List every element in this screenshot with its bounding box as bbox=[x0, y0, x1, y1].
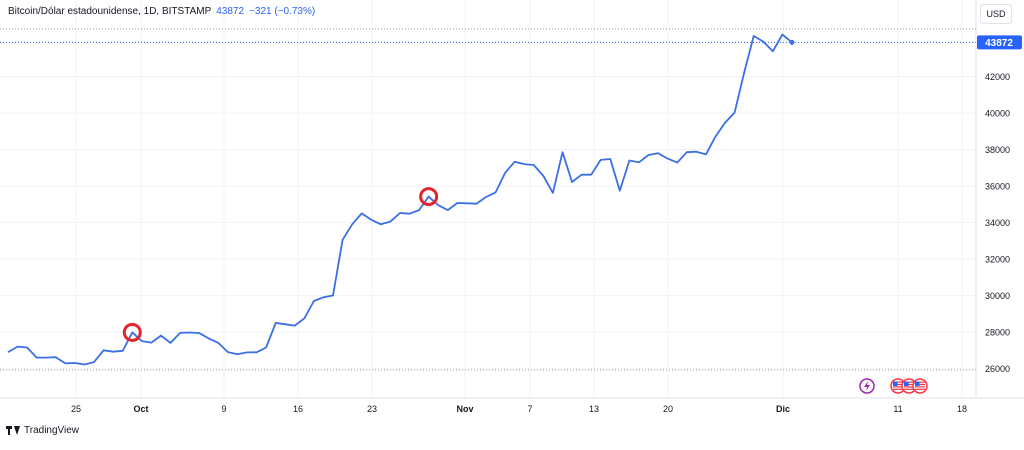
price-line bbox=[8, 35, 792, 365]
flag-stripe bbox=[915, 389, 925, 390]
flag-stripe bbox=[915, 386, 925, 387]
events-layer[interactable] bbox=[860, 379, 927, 393]
tradingview-branding[interactable]: TradingView bbox=[6, 425, 79, 436]
price-change: −321 (−0.73%) bbox=[249, 6, 315, 17]
y-tick-labels: 26000 28000 30000 32000 34000 36000 38000 40000… bbox=[985, 72, 1010, 374]
y-tick-label: 38000 bbox=[985, 145, 1010, 155]
flag-stripe bbox=[893, 389, 903, 390]
y-tick-label: 34000 bbox=[985, 218, 1010, 228]
x-tick-label: 25 bbox=[71, 404, 81, 414]
y-tick-label: 28000 bbox=[985, 328, 1010, 338]
chart-legend: Bitcoin/Dólar estadounidense, 1D, BITSTA… bbox=[8, 6, 315, 17]
us-flag-icon[interactable] bbox=[913, 379, 927, 393]
last-price-tag[interactable]: 43872 bbox=[977, 35, 1022, 49]
y-tick-label: 42000 bbox=[985, 72, 1010, 82]
y-tick-label: 36000 bbox=[985, 182, 1010, 192]
x-tick-label: Nov bbox=[456, 404, 473, 414]
chart-grid bbox=[0, 0, 976, 398]
symbol-title[interactable]: Bitcoin/Dólar estadounidense, 1D, BITSTA… bbox=[8, 6, 211, 17]
x-tick-label: 9 bbox=[221, 404, 226, 414]
x-tick-label: 13 bbox=[589, 404, 599, 414]
last-price-tag-label: 43872 bbox=[985, 38, 1013, 49]
x-tick-label: 11 bbox=[893, 404, 902, 414]
chart-axes bbox=[0, 0, 1024, 398]
y-tick-label: 32000 bbox=[985, 255, 1010, 265]
x-tick-labels: 25 Oct 9 16 23 Nov 7 13 20 Dic 11 18 bbox=[71, 404, 967, 414]
last-point-dot bbox=[789, 40, 794, 45]
x-tick-label: 7 bbox=[527, 404, 532, 414]
brand-name: TradingView bbox=[24, 425, 79, 436]
lightning-icon[interactable] bbox=[860, 379, 874, 393]
marker-layer bbox=[124, 189, 436, 341]
flag-stripe bbox=[904, 389, 914, 390]
currency-button[interactable]: USD bbox=[980, 4, 1012, 24]
last-price: 43872 bbox=[216, 6, 244, 17]
flag-canton bbox=[893, 382, 898, 387]
series-layer bbox=[8, 35, 794, 365]
x-tick-label: Dic bbox=[776, 404, 790, 414]
x-tick-label: 23 bbox=[367, 404, 377, 414]
tradingview-logo-icon bbox=[6, 426, 20, 435]
flag-canton bbox=[904, 382, 909, 387]
y-tick-label: 30000 bbox=[985, 291, 1010, 301]
x-tick-label: 16 bbox=[293, 404, 303, 414]
x-tick-label: 18 bbox=[957, 404, 967, 414]
y-tick-label: 26000 bbox=[985, 364, 1010, 374]
y-tick-label: 40000 bbox=[985, 109, 1010, 119]
x-tick-label: Oct bbox=[133, 404, 148, 414]
x-tick-label: 20 bbox=[663, 404, 673, 414]
flag-canton bbox=[915, 382, 920, 387]
